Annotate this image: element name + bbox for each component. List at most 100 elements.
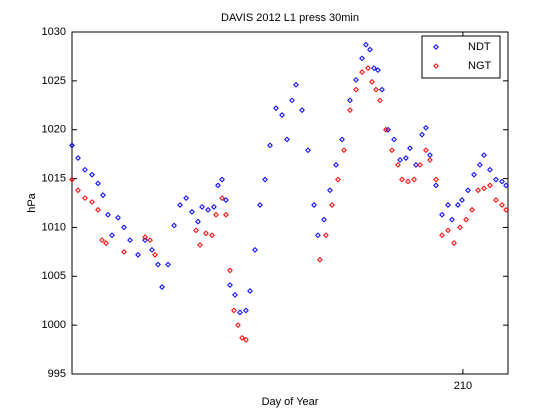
y-axis-label: hPa: [26, 192, 38, 212]
legend-box: [421, 35, 501, 79]
point: [471, 171, 477, 178]
point: [223, 211, 229, 218]
point: [252, 246, 258, 253]
point: [75, 155, 81, 161]
point: [367, 46, 373, 53]
point: [455, 202, 461, 208]
point: [433, 182, 439, 189]
point: [213, 211, 219, 218]
point: [347, 107, 353, 114]
point: [391, 136, 397, 143]
point: [142, 234, 148, 241]
point: [469, 206, 475, 213]
point: [445, 202, 451, 208]
y-tick-label: 1030: [42, 26, 66, 38]
point: [353, 76, 359, 83]
point: [359, 69, 365, 75]
point: [397, 157, 403, 163]
point: [405, 178, 411, 185]
chart-title: DAVIS 2012 L1 press 30min: [221, 12, 359, 24]
point: [347, 97, 353, 104]
point: [89, 199, 95, 205]
point: [183, 195, 190, 202]
point: [476, 161, 483, 168]
point: [321, 216, 327, 223]
point: [227, 282, 233, 288]
point: [155, 261, 161, 268]
point: [203, 230, 209, 237]
point: [311, 202, 317, 208]
point: [262, 176, 268, 183]
point: [89, 171, 95, 178]
point: [503, 206, 509, 213]
point: [413, 161, 419, 168]
point: [127, 237, 133, 244]
point: [209, 232, 215, 239]
point: [389, 147, 395, 154]
point: [121, 248, 127, 255]
point: [75, 187, 81, 194]
point: [385, 126, 391, 133]
y-tick-label: 1025: [42, 75, 66, 87]
point: [95, 206, 101, 213]
point: [423, 124, 429, 131]
point: [375, 67, 381, 74]
point: [407, 145, 413, 152]
point: [439, 232, 445, 239]
point: [327, 187, 333, 194]
point: [177, 202, 184, 208]
legend-label: NGT: [468, 60, 492, 72]
point: [237, 309, 243, 316]
legend-marker: [433, 63, 439, 69]
y-tick-label: 1020: [42, 124, 66, 136]
point: [142, 237, 148, 244]
point: [465, 187, 471, 194]
y-tick-label: 1010: [42, 221, 66, 233]
point: [323, 232, 329, 239]
point: [231, 307, 237, 314]
point: [279, 112, 285, 118]
x-axis-label: Day of Year: [262, 396, 319, 408]
point: [359, 55, 365, 62]
point: [171, 222, 177, 229]
point: [463, 216, 469, 223]
point: [499, 202, 505, 208]
point: [411, 176, 417, 183]
point: [227, 267, 233, 274]
point: [152, 251, 158, 258]
point: [341, 147, 347, 154]
point: [395, 161, 401, 168]
point: [305, 147, 311, 154]
point: [373, 86, 379, 93]
point: [487, 182, 493, 189]
point: [105, 211, 111, 218]
point: [451, 240, 457, 246]
point: [247, 288, 253, 294]
point: [493, 176, 499, 183]
point: [403, 155, 409, 161]
point: [211, 204, 217, 210]
point: [135, 251, 141, 258]
point: [69, 176, 75, 183]
point: [193, 227, 199, 234]
y-tick-label: 995: [48, 368, 66, 380]
point: [419, 131, 425, 138]
point: [273, 105, 279, 112]
point: [315, 232, 321, 239]
point: [195, 218, 201, 225]
point: [165, 261, 171, 268]
point: [459, 197, 465, 203]
point: [353, 86, 359, 93]
point: [215, 182, 221, 189]
point: [284, 136, 290, 143]
point: [376, 97, 383, 104]
point: [449, 216, 455, 223]
point: [457, 224, 463, 231]
point: [293, 81, 299, 88]
point: [257, 202, 263, 208]
point: [371, 65, 377, 72]
point: [339, 136, 345, 143]
point: [159, 284, 165, 290]
point: [267, 142, 273, 149]
